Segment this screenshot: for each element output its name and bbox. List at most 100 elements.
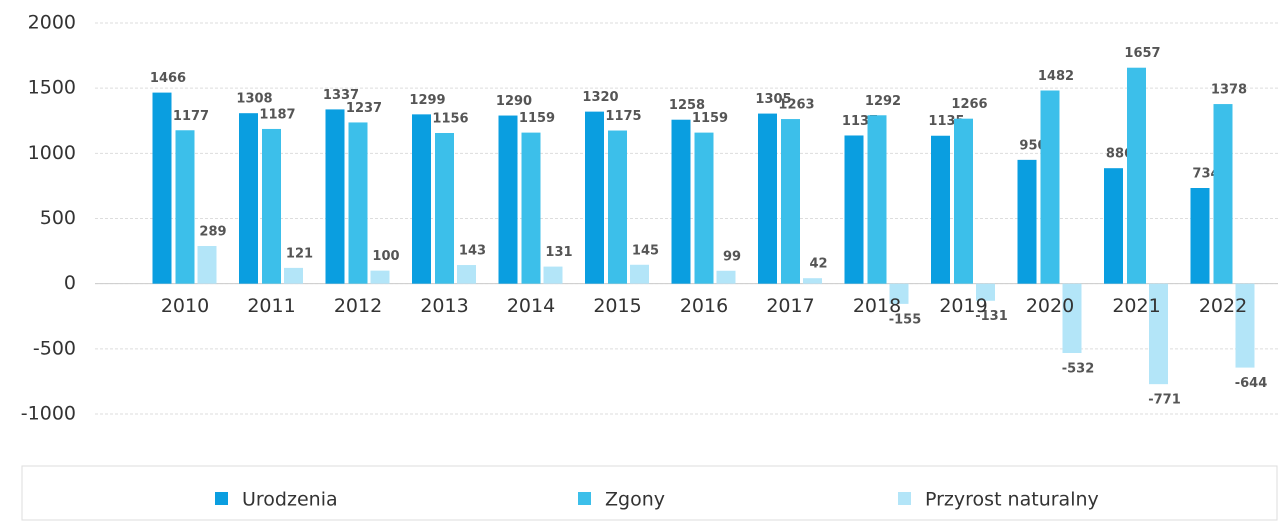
- legend-box: [21, 465, 1278, 521]
- x-tick-label: 2013: [420, 295, 468, 317]
- bar: [585, 111, 604, 284]
- value-label: 42: [809, 257, 827, 272]
- x-tick-label: 2010: [161, 295, 209, 317]
- bar: [844, 135, 864, 284]
- y-tick-label: 500: [40, 207, 76, 229]
- x-tick-label: 2011: [247, 295, 295, 317]
- bar: [954, 118, 973, 284]
- value-label: 1466: [150, 71, 186, 86]
- value-label: 131: [545, 245, 572, 260]
- y-tick-label: -1000: [21, 403, 76, 425]
- bar: [435, 133, 454, 284]
- bar: [671, 119, 691, 284]
- bar: [239, 113, 258, 284]
- value-label: -644: [1235, 376, 1268, 391]
- bar: [498, 115, 518, 284]
- bar: [197, 246, 217, 284]
- value-label: 734: [1192, 167, 1219, 182]
- bar: [630, 264, 649, 284]
- value-label: 1292: [865, 94, 901, 109]
- value-label: 1378: [1211, 83, 1247, 98]
- value-label: 1175: [605, 109, 641, 124]
- value-label: 1305: [755, 92, 791, 107]
- y-tick-label: 0: [64, 272, 76, 294]
- bar: [175, 130, 195, 284]
- bar: [976, 283, 995, 301]
- bar: [412, 114, 431, 284]
- value-label: 1258: [669, 98, 705, 113]
- legend-swatch: [898, 492, 911, 505]
- bar: [152, 92, 172, 284]
- value-label: 950: [1019, 138, 1046, 153]
- value-label: 143: [459, 244, 486, 259]
- value-label: 886: [1106, 147, 1133, 162]
- bar: [781, 119, 800, 284]
- bar: [1213, 104, 1233, 284]
- legend-swatch: [215, 492, 228, 505]
- bar: [1190, 188, 1210, 284]
- value-label: 1308: [236, 92, 272, 107]
- value-label: 121: [286, 246, 313, 261]
- x-tick-label: 2014: [507, 295, 555, 317]
- bar: [543, 266, 563, 284]
- legend-swatch: [578, 492, 591, 505]
- value-label: -155: [889, 312, 922, 327]
- value-label: 145: [632, 243, 659, 258]
- value-label: 1266: [951, 97, 987, 112]
- bar: [931, 135, 950, 284]
- x-tick-label: 2020: [1026, 295, 1074, 317]
- bar: [716, 270, 736, 284]
- value-label: 1159: [519, 111, 555, 126]
- legend-label: Zgony: [605, 489, 665, 511]
- x-tick-label: 2015: [593, 295, 641, 317]
- bar: [284, 267, 303, 284]
- bar: [1127, 67, 1146, 284]
- legend-label: Urodzenia: [242, 489, 338, 511]
- bar: [348, 122, 368, 284]
- value-label: 1299: [409, 93, 445, 108]
- value-label: 99: [723, 249, 741, 264]
- bar: [1017, 159, 1037, 284]
- bar: [1104, 168, 1123, 284]
- x-tick-label: 2012: [334, 295, 382, 317]
- bar: [370, 270, 390, 284]
- value-label: 289: [199, 225, 226, 240]
- bar: [1062, 283, 1082, 354]
- value-label: 1337: [323, 88, 359, 103]
- value-label: 1237: [346, 101, 382, 116]
- value-label: 1263: [778, 98, 814, 113]
- bar: [521, 132, 541, 284]
- x-tick-label: 2016: [680, 295, 728, 317]
- bar: [867, 115, 887, 284]
- value-label: 1159: [692, 111, 728, 126]
- value-label: 1657: [1124, 46, 1160, 61]
- legend-label: Przyrost naturalny: [925, 489, 1099, 511]
- bar: [758, 113, 777, 284]
- y-tick-label: 1000: [28, 142, 76, 164]
- value-label: -532: [1062, 362, 1095, 377]
- x-tick-label: 2019: [939, 295, 987, 317]
- value-label: -771: [1148, 393, 1181, 408]
- bar: [457, 265, 476, 284]
- value-label: 1290: [496, 94, 532, 109]
- value-label: 1177: [173, 109, 209, 124]
- value-label: 1482: [1038, 69, 1074, 84]
- x-tick-label: 2022: [1199, 295, 1247, 317]
- y-tick-label: 1500: [28, 77, 76, 99]
- bar: [694, 132, 714, 284]
- x-tick-label: 2017: [766, 295, 814, 317]
- value-label: -131: [975, 309, 1008, 324]
- value-label: 1187: [259, 107, 295, 122]
- value-label: 1320: [582, 90, 618, 105]
- bar: [1149, 283, 1168, 385]
- bar: [803, 278, 822, 284]
- value-label: 100: [372, 249, 399, 264]
- bar: [1040, 90, 1060, 284]
- x-tick-label: 2021: [1112, 295, 1160, 317]
- x-tick-label: 2018: [853, 295, 901, 317]
- value-label: 1156: [432, 112, 468, 127]
- bar: [1235, 283, 1255, 368]
- bar: [889, 283, 909, 304]
- bar: [262, 128, 281, 284]
